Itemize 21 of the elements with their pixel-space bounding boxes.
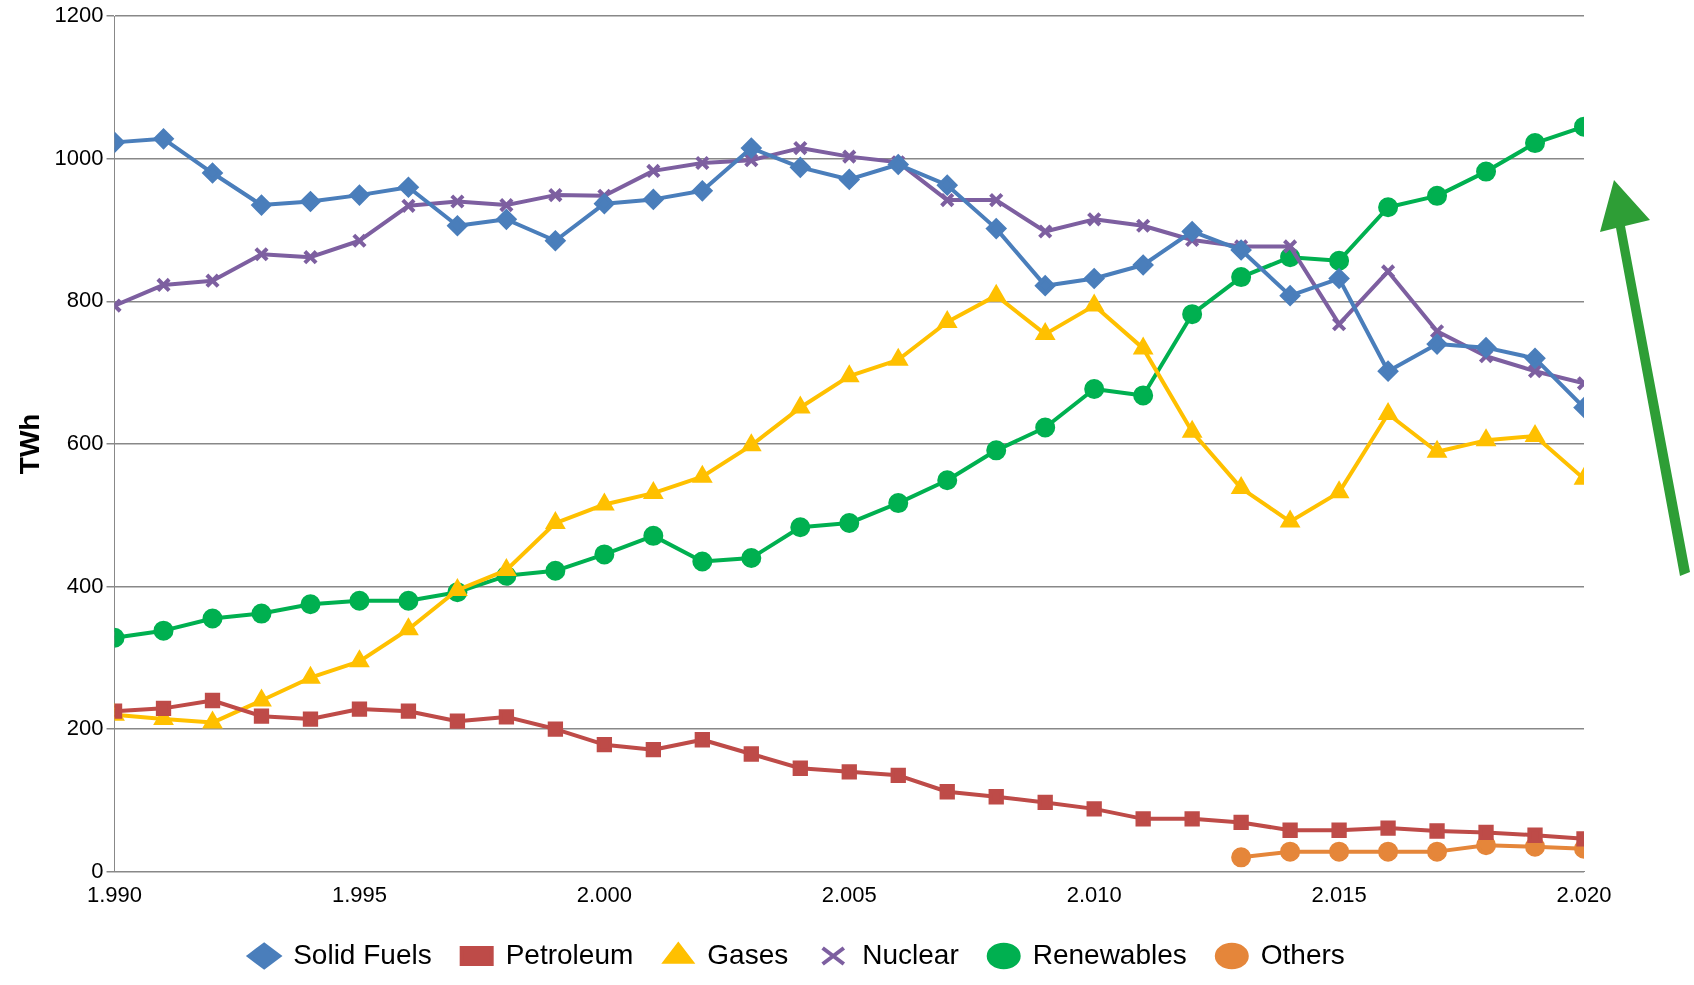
y-tick-label: 1000 bbox=[54, 144, 104, 170]
x-tick-label: 1.995 bbox=[331, 881, 387, 907]
x-tick-label: 2.020 bbox=[1556, 881, 1612, 907]
legend-label: Solid Fuels bbox=[293, 938, 432, 970]
y-tick-label: 400 bbox=[66, 572, 104, 598]
y-tick-label: 0 bbox=[91, 857, 104, 883]
y-tick-label: 800 bbox=[66, 287, 104, 313]
legend-label: Others bbox=[1260, 938, 1345, 970]
y-axis-title: TWh bbox=[13, 413, 45, 475]
x-tick-label: 1.990 bbox=[87, 881, 143, 907]
legend-label: Gases bbox=[707, 938, 789, 970]
x-tick-label: 2.010 bbox=[1066, 881, 1122, 907]
x-tick-label: 2.005 bbox=[821, 881, 877, 907]
legend-label: Renewables bbox=[1032, 938, 1187, 970]
legend-label: Nuclear bbox=[862, 938, 959, 970]
y-tick-label: 600 bbox=[66, 429, 104, 455]
legend-label: Petroleum bbox=[505, 938, 634, 970]
y-tick-label: 200 bbox=[66, 715, 104, 741]
x-tick-label: 2.015 bbox=[1311, 881, 1367, 907]
y-tick-label: 1200 bbox=[54, 2, 104, 28]
x-tick-label: 2.000 bbox=[576, 881, 632, 907]
